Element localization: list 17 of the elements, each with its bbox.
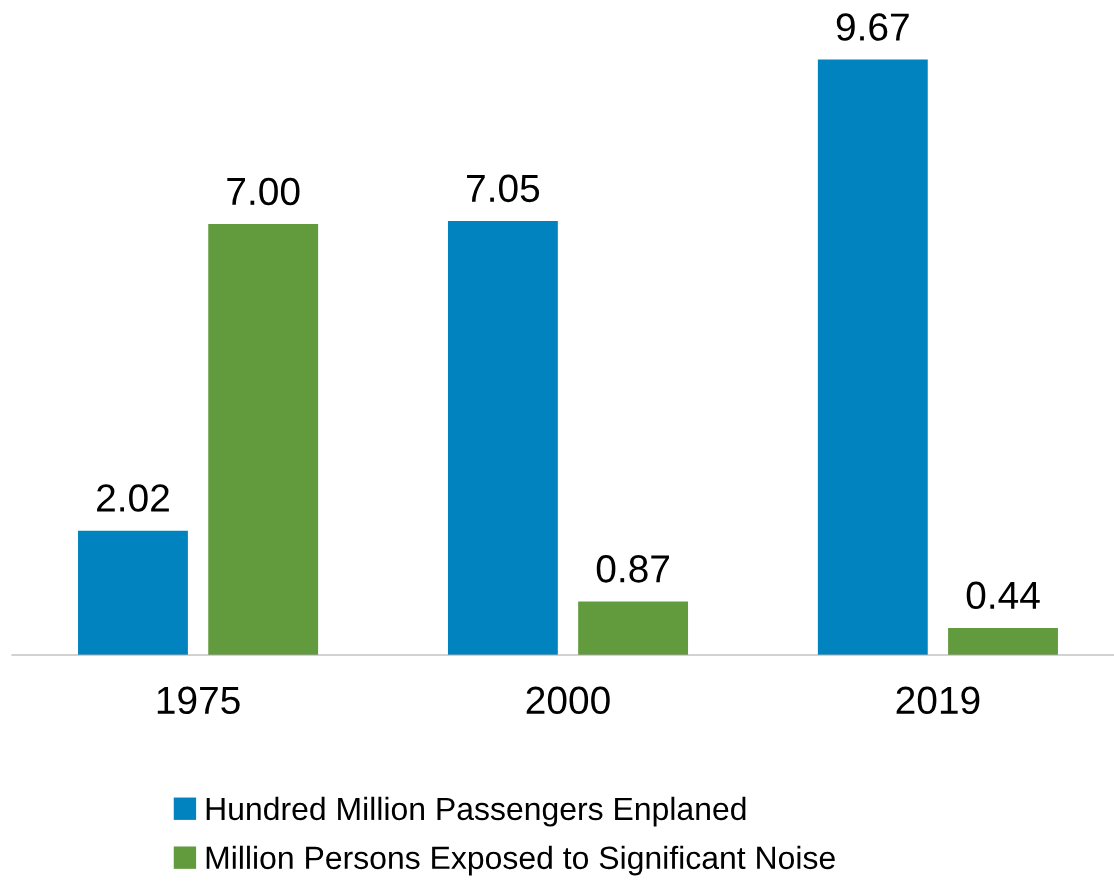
bar xyxy=(447,220,558,655)
bar xyxy=(948,627,1058,655)
x-tick-label: 2019 xyxy=(896,686,980,715)
legend-label: Million Persons Exposed to Significant Noise xyxy=(206,845,835,876)
x-tick-label: 2000 xyxy=(526,686,610,715)
bar xyxy=(78,530,188,655)
bar xyxy=(817,59,928,655)
bar xyxy=(208,224,319,655)
data-label: 0.87 xyxy=(596,555,669,583)
bar xyxy=(578,601,689,655)
data-label: 7.05 xyxy=(467,174,540,203)
x-tick-label: 1975 xyxy=(157,686,240,715)
data-label: 9.67 xyxy=(836,13,909,41)
data-label: 2.02 xyxy=(97,484,169,512)
legend-label: Hundred Million Passengers Enplaned xyxy=(206,796,746,827)
data-label: 0.44 xyxy=(966,581,1040,610)
data-label: 7.00 xyxy=(227,177,300,206)
